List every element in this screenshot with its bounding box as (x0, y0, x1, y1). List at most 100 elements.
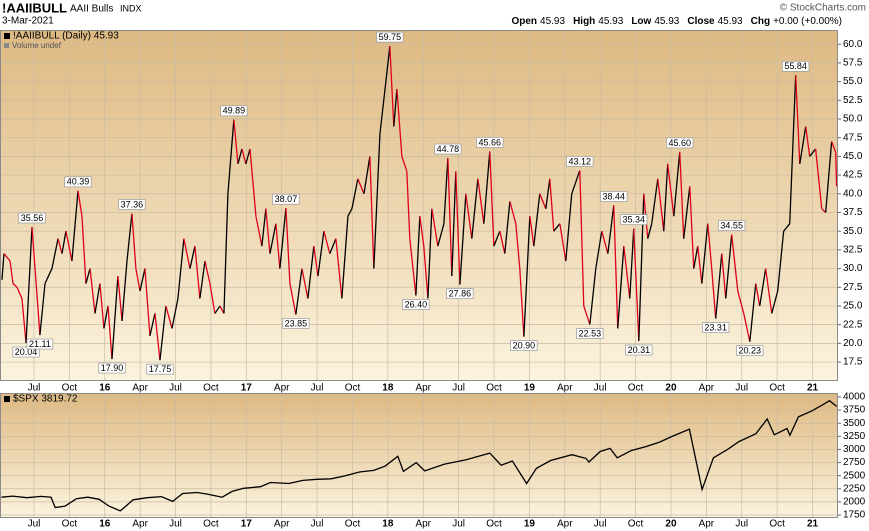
line-segment (419, 216, 425, 247)
value-label-box (718, 220, 746, 231)
value-label: 40.39 (67, 177, 90, 187)
quote-value: 45.93 (654, 16, 679, 27)
line-segment (396, 89, 403, 157)
x-tick-label: Jul (28, 519, 41, 530)
value-label-box (98, 362, 126, 374)
y-tick-label: 60.0 (843, 39, 863, 50)
x-tick-label: Apr (274, 383, 290, 394)
line-segment (65, 231, 73, 262)
line-segment (255, 216, 263, 247)
line-segment (357, 178, 365, 195)
line-segment (545, 178, 551, 209)
line-segment (121, 261, 128, 321)
line-segment (295, 268, 303, 315)
value-label: 44.78 (437, 144, 460, 154)
value-label-box (18, 212, 46, 224)
x-tick-label: Oct (628, 383, 644, 394)
line-segment (683, 186, 691, 239)
line-segment (799, 126, 807, 164)
line-segment (385, 46, 391, 82)
line-segment (351, 178, 359, 209)
line-segment (393, 89, 398, 127)
line-segment (194, 246, 201, 299)
value-label: 23.85 (285, 318, 308, 328)
line-segment (579, 170, 585, 306)
plot-frame (0, 30, 838, 381)
y-tick-label: 22.5 (843, 319, 863, 330)
line-segment (379, 81, 387, 135)
y-tick-label: 1750 (843, 510, 866, 521)
line-segment (633, 228, 640, 342)
line-segment (647, 223, 653, 239)
value-label-box (26, 338, 54, 350)
line-segment (241, 148, 247, 165)
value-label-box (118, 199, 146, 210)
line-segment (71, 190, 79, 262)
line-segment (269, 223, 277, 254)
line-segment (9, 261, 14, 284)
y-tick-label: 3000 (843, 444, 866, 455)
y-tick-label: 40.0 (843, 188, 863, 199)
line-segment (565, 193, 573, 262)
line-segment (663, 163, 669, 232)
y-tick-label: 45.0 (843, 151, 863, 162)
y-tick-label: 25.0 (843, 301, 863, 312)
line-segment (99, 283, 105, 329)
value-label: 17.75 (149, 364, 172, 374)
value-label-box (146, 363, 174, 375)
value-label: 20.90 (513, 340, 536, 350)
line-segment (209, 283, 216, 314)
y-tick-label: 4000 (843, 392, 866, 403)
line-segment (795, 75, 801, 164)
line-segment (285, 208, 291, 284)
line-segment (483, 151, 491, 224)
line-segment (559, 223, 567, 262)
quote-label: Chg (751, 16, 770, 27)
y-tick-label: 2500 (843, 470, 866, 481)
value-label: 59.75 (379, 32, 402, 42)
x-tick-label: Apr (557, 519, 573, 530)
line-segment (431, 208, 439, 247)
line-segment (667, 163, 675, 217)
line-segment (214, 305, 221, 314)
legend-label: !AAIIBULL (Daily) 45.93 (13, 31, 119, 42)
value-label-box (12, 346, 40, 358)
value-label: 20.23 (739, 346, 762, 356)
y-tick-label: 20.0 (843, 338, 863, 349)
value-label-box (666, 137, 694, 149)
line-segment (651, 178, 659, 224)
line-segment (149, 313, 156, 337)
line-segment (731, 234, 739, 292)
x-tick-label: 16 (99, 383, 111, 394)
line-segment (765, 268, 773, 314)
x-tick-label: Oct (628, 519, 644, 530)
line-segment (451, 171, 457, 277)
line-segment (183, 238, 191, 269)
line-segment (595, 231, 603, 269)
line-segment (103, 305, 109, 329)
line-segment (245, 148, 251, 165)
line-segment (77, 190, 83, 217)
line-segment (12, 283, 18, 288)
value-label-box (782, 60, 810, 72)
line-segment (227, 119, 235, 194)
line-segment (369, 156, 375, 269)
value-label: 26.40 (405, 299, 428, 309)
quote-value: 45.93 (598, 16, 623, 27)
line-segment (777, 231, 785, 292)
line-segment (25, 226, 33, 344)
line-segment (465, 193, 473, 239)
x-tick-label: 18 (382, 383, 394, 394)
line-segment (171, 298, 179, 329)
quote-label: Close (687, 16, 715, 27)
y-tick-label: 35.0 (843, 226, 863, 237)
line-segment (707, 223, 713, 269)
line-segment (347, 208, 353, 217)
line-segment (406, 171, 411, 239)
line-segment (409, 238, 417, 296)
line-segment (323, 231, 331, 254)
value-label-box (64, 176, 92, 188)
value-label-box (446, 288, 474, 299)
line-segment (689, 186, 695, 269)
